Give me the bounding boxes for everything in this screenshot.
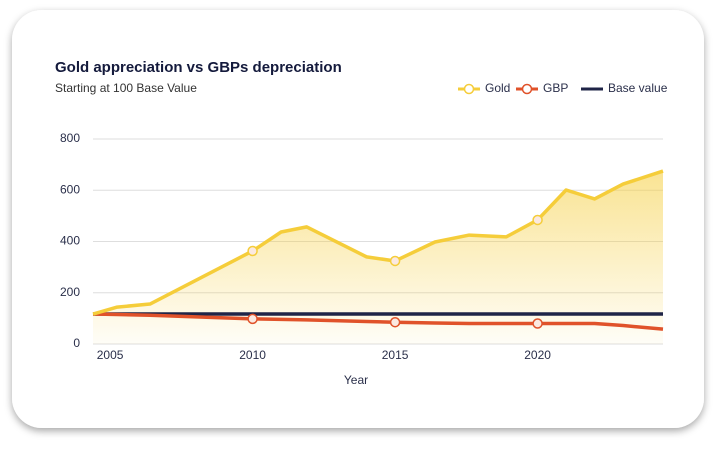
legend-marker <box>521 83 533 95</box>
point <box>532 318 543 329</box>
chart-title: Gold appreciation vs GBPs depreciation <box>55 59 342 76</box>
x-tick-label: 2020 <box>524 348 551 362</box>
x-axis-label: Year <box>344 373 368 387</box>
point <box>247 245 258 257</box>
y-tick-label: 200 <box>60 285 80 299</box>
x-tick-label: 2005 <box>97 348 124 362</box>
legend: Gold GBP Base value <box>458 81 668 95</box>
x-tick-label: 2010 <box>239 348 266 362</box>
legend-label: Gold <box>485 81 510 95</box>
y-tick-label: 400 <box>60 234 80 248</box>
x-tick-label: 2015 <box>382 348 409 362</box>
y-tick-label: 600 <box>60 182 80 196</box>
line <box>92 169 664 316</box>
point <box>389 316 401 328</box>
y-tick-label: 0 <box>73 336 80 350</box>
point <box>389 255 401 267</box>
legend-label: GBP <box>543 81 568 95</box>
line <box>92 312 664 331</box>
point <box>247 313 258 325</box>
area <box>93 171 663 344</box>
legend-marker <box>463 83 475 95</box>
legend-label: Base value <box>608 81 668 95</box>
y-tick-label: 800 <box>60 131 80 145</box>
point <box>532 214 543 226</box>
chart-subtitle: Starting at 100 Base Value <box>55 81 197 95</box>
